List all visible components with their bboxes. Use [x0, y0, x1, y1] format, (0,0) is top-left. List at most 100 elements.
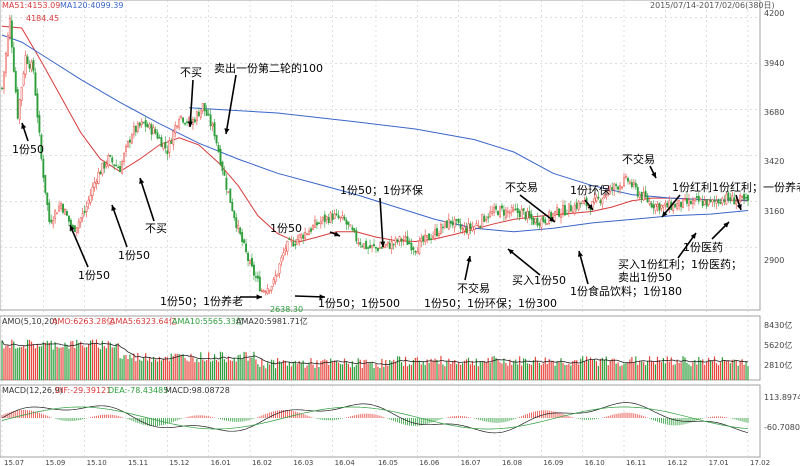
amo-bar: [377, 366, 379, 380]
amo-bar: [733, 359, 735, 380]
macd-y-label: -60.7080: [764, 423, 800, 432]
arrow-head: [69, 225, 75, 231]
amo-bar: [406, 366, 409, 380]
candle-body: [630, 182, 633, 188]
amo-bar: [473, 365, 476, 380]
candle-body: [304, 232, 307, 239]
amo-bar: [99, 349, 102, 380]
candle-body: [573, 204, 576, 215]
candle-body: [182, 117, 185, 123]
candle-body: [6, 35, 9, 56]
amo-bar: [725, 360, 727, 380]
candle-body: [193, 119, 196, 123]
candle-body: [544, 219, 547, 224]
amo-bar: [322, 360, 324, 380]
amo-y-label: 5620亿: [764, 340, 792, 350]
amo-bar: [625, 363, 627, 380]
y-axis-labels: 4200 3940 3680 3420 3160 2900: [764, 9, 784, 265]
y-tick-label: 3940: [764, 59, 784, 68]
candle-body: [308, 230, 311, 236]
amo-bar: [517, 364, 519, 380]
amo-bar: [17, 347, 19, 380]
amo-bar: [650, 361, 653, 380]
amo-bar: [86, 346, 88, 380]
amo-bar: [678, 362, 680, 380]
candle-body: [278, 263, 281, 274]
arrow-head: [662, 211, 668, 217]
candle-body: [516, 208, 519, 214]
candle-body: [721, 197, 724, 204]
candle-body: [390, 241, 393, 249]
amo-bar: [219, 351, 222, 380]
amo-bar: [584, 360, 586, 380]
candle-body: [628, 181, 631, 184]
candle-body: [300, 233, 303, 238]
candle-body: [465, 227, 468, 233]
candle-body: [441, 226, 444, 229]
annotation-text: 1份50: [78, 269, 110, 282]
amo-bar: [265, 368, 267, 380]
y-tick-label: 3680: [764, 108, 784, 117]
candle-body: [693, 198, 696, 202]
candle-body: [416, 251, 419, 254]
candle-body: [563, 205, 566, 216]
amo-bar: [267, 362, 269, 380]
annotation-text: 不交易: [457, 281, 490, 295]
amo-bar: [21, 347, 23, 380]
amo-bar: [109, 342, 111, 380]
amo-bar: [440, 355, 442, 380]
amo-bar: [444, 366, 446, 380]
amo-bar: [135, 361, 137, 380]
amo-bar: [328, 364, 330, 380]
amo-bar: [430, 358, 432, 380]
candle-body: [355, 230, 358, 242]
amo-bar: [330, 358, 332, 380]
amo-bar: [572, 361, 574, 380]
candle-body: [117, 166, 120, 169]
candle-body: [156, 132, 159, 139]
y-tick-label: 3160: [764, 207, 784, 216]
amo-bar: [125, 355, 127, 380]
candle-body: [689, 200, 692, 205]
candle-body: [188, 117, 190, 123]
amo-bar: [727, 360, 729, 380]
arrow-head: [187, 121, 193, 127]
candle-body: [48, 202, 51, 222]
amo-bar: [580, 358, 582, 380]
amo-bar: [361, 368, 363, 380]
candle-body: [479, 225, 482, 228]
amo-bar: [316, 360, 318, 380]
candle-body: [26, 56, 29, 64]
amo-bar: [13, 341, 15, 380]
candle-body: [554, 210, 557, 216]
candle-body: [14, 70, 17, 93]
candle-body: [558, 208, 560, 217]
candle-body: [152, 127, 155, 134]
x-tick-label: 16.12: [667, 459, 687, 466]
candle-body: [223, 171, 226, 176]
amo-bar: [353, 367, 355, 380]
candle-body: [408, 242, 411, 244]
amo-bar: [391, 361, 393, 380]
amo-bar: [139, 359, 141, 380]
amo-bar: [200, 352, 202, 380]
candle-body: [67, 215, 70, 222]
amo-bar: [286, 365, 289, 380]
candle-body: [335, 213, 338, 216]
candle-body: [327, 217, 330, 223]
candle-body: [357, 242, 360, 244]
candle-body: [676, 203, 679, 209]
amo-bar: [637, 364, 639, 380]
amo-bar: [117, 343, 119, 380]
candle-body: [349, 224, 352, 227]
candle-body: [105, 163, 108, 167]
amo-bar: [483, 361, 485, 380]
annotation-text: 1份红利: [672, 181, 712, 194]
candle-body: [353, 228, 356, 232]
amo-bar: [542, 363, 544, 380]
amo-bar: [493, 356, 495, 380]
candle-body: [518, 210, 521, 217]
candle-body: [132, 126, 135, 135]
candle-body: [674, 203, 677, 208]
ma51-line: [1, 25, 749, 243]
